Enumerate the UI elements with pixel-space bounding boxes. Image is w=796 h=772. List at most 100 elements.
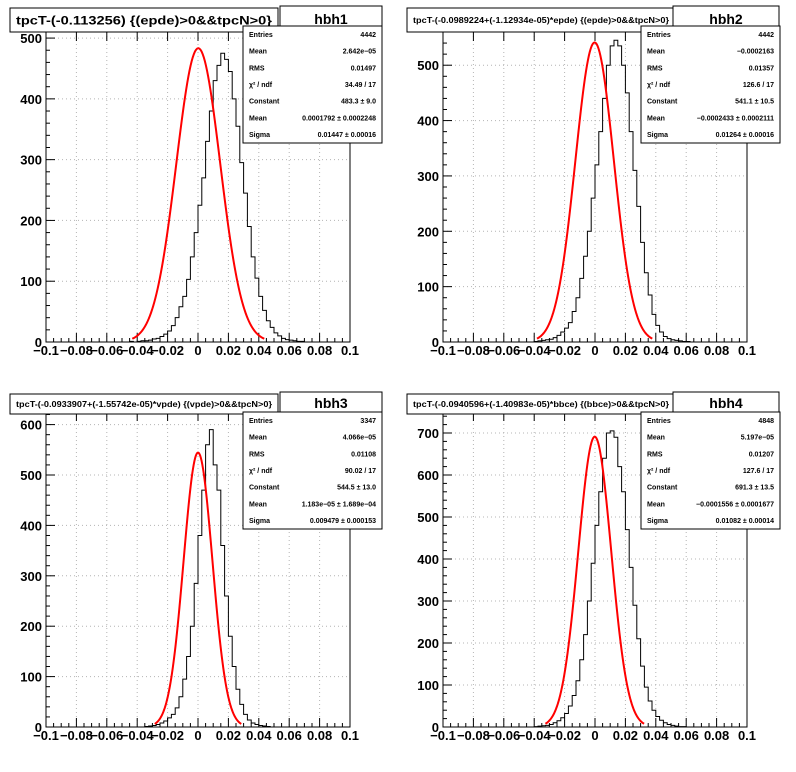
y-tick-label: 600 bbox=[417, 468, 439, 483]
stat-label: RMS bbox=[249, 65, 265, 72]
y-tick-label: 400 bbox=[417, 114, 439, 129]
x-tick-label: −0.08 bbox=[60, 728, 93, 743]
stat-label: Constant bbox=[647, 99, 678, 106]
stat-label: Mean bbox=[647, 435, 665, 442]
y-tick-label: 200 bbox=[20, 619, 42, 634]
x-tick-label: 0.06 bbox=[674, 728, 699, 743]
stat-value: 2.642e−05 bbox=[343, 49, 376, 56]
stat-label: Constant bbox=[249, 99, 280, 106]
stat-value: 1.183e−05 ± 1.689e−04 bbox=[302, 501, 376, 508]
x-tick-label: 0.04 bbox=[246, 343, 272, 358]
x-tick-label: −0.1 bbox=[430, 728, 456, 743]
stat-value: 5.197e−05 bbox=[741, 435, 774, 442]
gaussian-fit-curve bbox=[131, 47, 265, 340]
x-tick-label: −0.02 bbox=[151, 343, 184, 358]
stat-value: 3347 bbox=[360, 418, 376, 425]
y-tick-label: 300 bbox=[20, 153, 42, 168]
stat-label: Sigma bbox=[647, 132, 668, 139]
gaussian-fit-curve bbox=[544, 435, 645, 725]
y-tick-label: 300 bbox=[417, 169, 439, 184]
stat-label: Entries bbox=[249, 32, 273, 39]
x-tick-label: 0.02 bbox=[216, 728, 241, 743]
pad-hbh1: −0.1 −0.08−0.06−0.04−0.02 0 0.02 0.04 0.06 0.0… bbox=[9, 5, 383, 358]
chart-title: tpcT-(-0.113256) {(epde)>0&&tpcN>0} bbox=[16, 13, 272, 27]
y-tick-label: 100 bbox=[417, 678, 439, 693]
stat-label: Mean bbox=[647, 501, 665, 508]
y-tick-label: 100 bbox=[417, 280, 439, 295]
x-tick-label: 0.04 bbox=[643, 728, 669, 743]
stat-value: 0.01082 ± 0.00014 bbox=[716, 518, 774, 525]
gaussian-fit-curve bbox=[154, 451, 242, 725]
x-tick-label: 0.06 bbox=[277, 343, 302, 358]
y-tick-label: 300 bbox=[20, 569, 42, 584]
stat-value: 4442 bbox=[758, 32, 774, 39]
x-tick-label: 0.02 bbox=[613, 343, 638, 358]
x-tick-label: 0.08 bbox=[307, 343, 332, 358]
x-tick-label: −0.06 bbox=[487, 728, 520, 743]
stat-label: Mean bbox=[647, 49, 665, 56]
stats-box bbox=[640, 25, 781, 144]
y-tick-label: 300 bbox=[417, 594, 439, 609]
histogram-series bbox=[46, 52, 350, 343]
y-tick-label: 200 bbox=[417, 636, 439, 651]
y-tick-label: 700 bbox=[417, 426, 439, 441]
x-tick-label: −0.04 bbox=[121, 343, 155, 358]
y-tick-label: 0 bbox=[35, 335, 42, 350]
stat-value: 90.02 / 17 bbox=[345, 468, 376, 475]
histogram-name: hbh1 bbox=[314, 11, 348, 27]
stat-value: −0.0002433 ± 0.0002111 bbox=[697, 115, 774, 122]
stat-value: 0.01357 bbox=[749, 65, 774, 72]
stat-value: 34.49 / 17 bbox=[345, 82, 376, 89]
title-box bbox=[9, 7, 279, 33]
stats-box bbox=[242, 411, 383, 530]
x-tick-label: 0 bbox=[591, 728, 598, 743]
y-tick-label: 500 bbox=[20, 31, 42, 46]
stat-value: 127.6 / 17 bbox=[743, 468, 774, 475]
x-tick-label: −0.04 bbox=[121, 728, 155, 743]
histogram-series bbox=[443, 39, 747, 343]
stat-label: RMS bbox=[647, 65, 663, 72]
stat-value: 0.01108 bbox=[351, 451, 376, 458]
stat-label: Mean bbox=[249, 501, 267, 508]
title-box bbox=[406, 7, 676, 33]
stat-label: Constant bbox=[647, 485, 678, 492]
stat-label: χ² / ndf bbox=[647, 82, 671, 89]
y-tick-label: 0 bbox=[432, 720, 439, 735]
x-tick-label: 0.08 bbox=[307, 728, 332, 743]
stat-label: Mean bbox=[249, 435, 267, 442]
stat-label: Sigma bbox=[249, 518, 270, 525]
pad-hbh2: −0.1 −0.08−0.06−0.04−0.02 0 0.02 0.04 0.06 0.0… bbox=[406, 5, 781, 358]
y-tick-label: 500 bbox=[20, 468, 42, 483]
x-tick-label: −0.02 bbox=[151, 728, 184, 743]
stat-value: 0.01264 ± 0.00016 bbox=[716, 132, 774, 139]
x-tick-label: −0.08 bbox=[457, 343, 490, 358]
stat-value: 0.01207 bbox=[749, 451, 774, 458]
stat-label: Mean bbox=[647, 115, 665, 122]
histogram-name: hbh4 bbox=[709, 395, 743, 411]
stat-value: 0.01497 bbox=[351, 65, 376, 72]
stat-label: Mean bbox=[249, 115, 267, 122]
pad-hbh4: −0.1 −0.08−0.06−0.04−0.02 0 0.02 0.04 0.06 0.0… bbox=[406, 391, 781, 743]
x-tick-label: 0.1 bbox=[341, 343, 359, 358]
stats-box bbox=[640, 411, 781, 530]
x-tick-label: 0 bbox=[591, 343, 598, 358]
stat-value: 4442 bbox=[360, 32, 376, 39]
x-tick-label: −0.02 bbox=[548, 728, 581, 743]
histogram-series bbox=[443, 430, 747, 728]
y-tick-label: 100 bbox=[20, 274, 42, 289]
x-tick-label: 0.06 bbox=[277, 728, 302, 743]
x-tick-label: 0.08 bbox=[704, 728, 729, 743]
title-box bbox=[9, 393, 279, 415]
stat-label: Constant bbox=[249, 485, 280, 492]
x-tick-label: 0.08 bbox=[704, 343, 729, 358]
x-tick-label: 0.06 bbox=[674, 343, 699, 358]
x-tick-label: −0.08 bbox=[457, 728, 490, 743]
x-tick-label: −0.1 bbox=[430, 343, 456, 358]
stat-value: 4848 bbox=[758, 418, 774, 425]
stat-value: −0.0002163 bbox=[737, 49, 774, 56]
x-tick-label: 0.1 bbox=[738, 343, 756, 358]
stat-label: Entries bbox=[647, 418, 671, 425]
stat-label: χ² / ndf bbox=[647, 468, 671, 475]
gaussian-fit-curve bbox=[536, 41, 653, 340]
